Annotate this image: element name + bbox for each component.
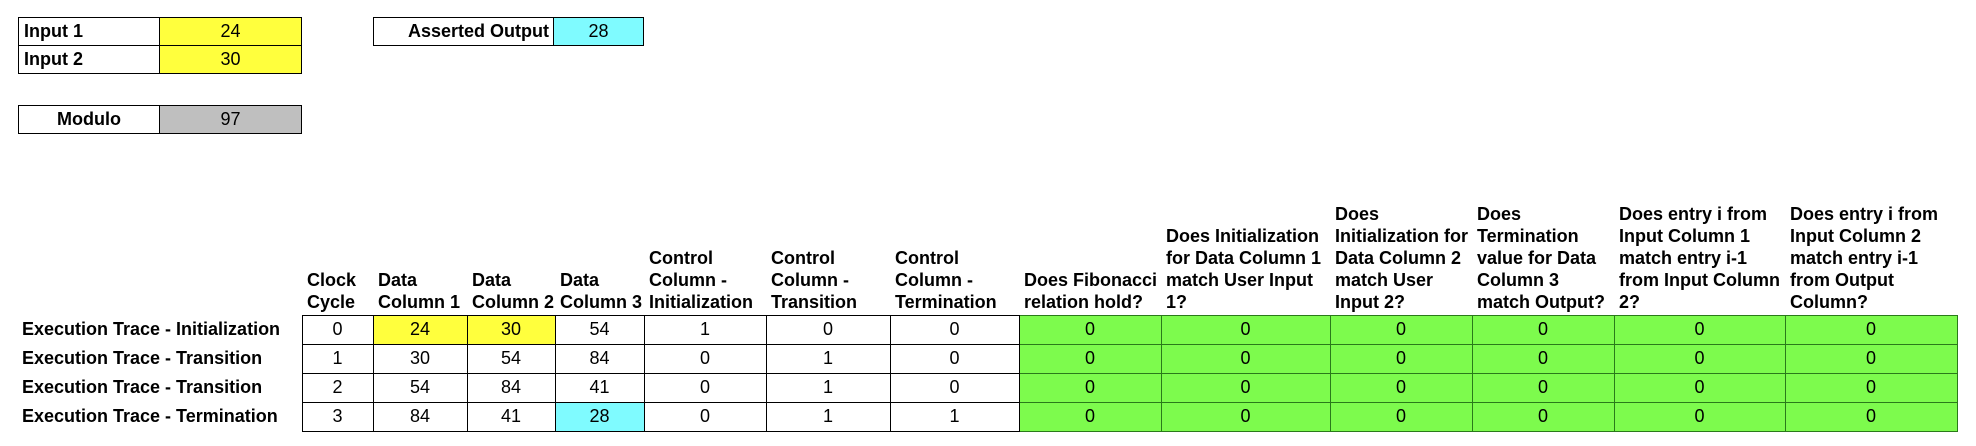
table-cell[interactable]: 0 (1471, 314, 1615, 345)
table-cell[interactable]: 0 (1018, 372, 1162, 403)
table-cell[interactable]: 0 (1784, 401, 1958, 432)
table-cell[interactable]: 0 (1160, 401, 1331, 432)
execution-trace-table: Clock Cycle Data Column 1 Data Column 2 … (18, 175, 1958, 432)
table-row: Execution Trace - Transition 1 30 54 84 … (18, 343, 1958, 374)
table-cell[interactable]: 0 (889, 372, 1020, 403)
input2-label: Input 2 (18, 45, 160, 74)
header-entry2-check: Does entry i from Input Column 2 match e… (1790, 203, 1939, 312)
header-clock-cycle: Clock Cycle (307, 269, 357, 312)
table-cell[interactable]: 0 (1471, 401, 1615, 432)
table-cell[interactable]: 0 (1784, 372, 1958, 403)
table-cell[interactable]: 0 (643, 343, 767, 374)
table-cell[interactable]: 0 (1613, 372, 1786, 403)
table-cell[interactable]: 0 (1160, 314, 1331, 345)
table-cell[interactable]: 0 (1018, 314, 1162, 345)
table-cell[interactable]: 1 (643, 314, 767, 345)
table-cell[interactable]: 0 (1329, 372, 1473, 403)
table-cell[interactable]: 3 (301, 401, 374, 432)
table-cell[interactable]: 28 (554, 401, 645, 432)
table-cell[interactable]: 0 (1160, 343, 1331, 374)
table-cell[interactable]: 0 (1613, 343, 1786, 374)
header-control-transition: Control Column - Transition (771, 247, 858, 312)
row-label: Execution Trace - Initialization (22, 319, 281, 339)
header-data-col-2: Data Column 2 (472, 269, 555, 312)
row-label: Execution Trace - Termination (22, 406, 278, 426)
table-cell[interactable]: 1 (889, 401, 1020, 432)
table-cell[interactable]: 0 (1329, 343, 1473, 374)
table-cell[interactable]: 30 (372, 343, 468, 374)
header-termination-check: Does Termination value for Data Column 3… (1477, 203, 1605, 312)
table-cell[interactable]: 41 (554, 372, 645, 403)
table-row: Execution Trace - Transition 2 54 84 41 … (18, 372, 1958, 403)
header-init2-check: Does Initialization for Data Column 2 ma… (1335, 203, 1468, 312)
table-cell[interactable]: 0 (1329, 314, 1473, 345)
table-cell[interactable]: 0 (1784, 343, 1958, 374)
table-cell[interactable]: 0 (1160, 372, 1331, 403)
header-data-col-1: Data Column 1 (378, 269, 461, 312)
table-cell[interactable]: 84 (372, 401, 468, 432)
table-cell[interactable]: 54 (372, 372, 468, 403)
table-cell[interactable]: 41 (466, 401, 556, 432)
table-cell[interactable]: 0 (1471, 343, 1615, 374)
header-data-col-3: Data Column 3 (560, 269, 643, 312)
table-cell[interactable]: 84 (466, 372, 556, 403)
table-cell[interactable]: 0 (1329, 401, 1473, 432)
table-cell[interactable]: 54 (554, 314, 645, 345)
table-cell[interactable]: 0 (889, 343, 1020, 374)
table-cell[interactable]: 54 (466, 343, 556, 374)
table-cell[interactable]: 0 (765, 314, 891, 345)
input1-label: Input 1 (18, 17, 160, 46)
header-fibonacci-check: Does Fibonacci relation hold? (1024, 269, 1158, 312)
modulo-label: Modulo (18, 105, 160, 134)
table-cell[interactable]: 0 (1613, 314, 1786, 345)
asserted-output-value[interactable]: 28 (553, 17, 644, 46)
table-cell[interactable]: 84 (554, 343, 645, 374)
table-cell[interactable]: 0 (643, 372, 767, 403)
header-control-termination: Control Column - Termination (895, 247, 997, 312)
table-cell[interactable]: 30 (466, 314, 556, 345)
table-cell[interactable]: 0 (643, 401, 767, 432)
table-cell[interactable]: 0 (301, 314, 374, 345)
row-label-header (18, 175, 302, 315)
input2-value[interactable]: 30 (159, 45, 302, 74)
table-cell[interactable]: 0 (1018, 343, 1162, 374)
table-cell[interactable]: 0 (1018, 401, 1162, 432)
row-label: Execution Trace - Transition (22, 348, 263, 368)
table-cell[interactable]: 1 (765, 343, 891, 374)
header-control-init: Control Column - Initialization (649, 247, 754, 312)
table-cell[interactable]: 0 (1471, 372, 1615, 403)
table-cell[interactable]: 24 (372, 314, 468, 345)
table-cell[interactable]: 0 (1613, 401, 1786, 432)
table-row: Execution Trace - Termination 3 84 41 28… (18, 401, 1958, 432)
header-entry1-check: Does entry i from Input Column 1 match e… (1619, 203, 1780, 312)
table-cell[interactable]: 1 (301, 343, 374, 374)
header-init1-check: Does Initialization for Data Column 1 ma… (1166, 225, 1322, 312)
input1-value[interactable]: 24 (159, 17, 302, 46)
table-cell[interactable]: 0 (1784, 314, 1958, 345)
table-cell[interactable]: 1 (765, 401, 891, 432)
table-cell[interactable]: 2 (301, 372, 374, 403)
asserted-output-label: Asserted Output (373, 17, 554, 46)
modulo-value[interactable]: 97 (159, 105, 302, 134)
row-label: Execution Trace - Transition (22, 377, 263, 397)
table-row: Execution Trace - Initialization 0 24 30… (18, 314, 1958, 345)
table-cell[interactable]: 0 (889, 314, 1020, 345)
table-cell[interactable]: 1 (765, 372, 891, 403)
